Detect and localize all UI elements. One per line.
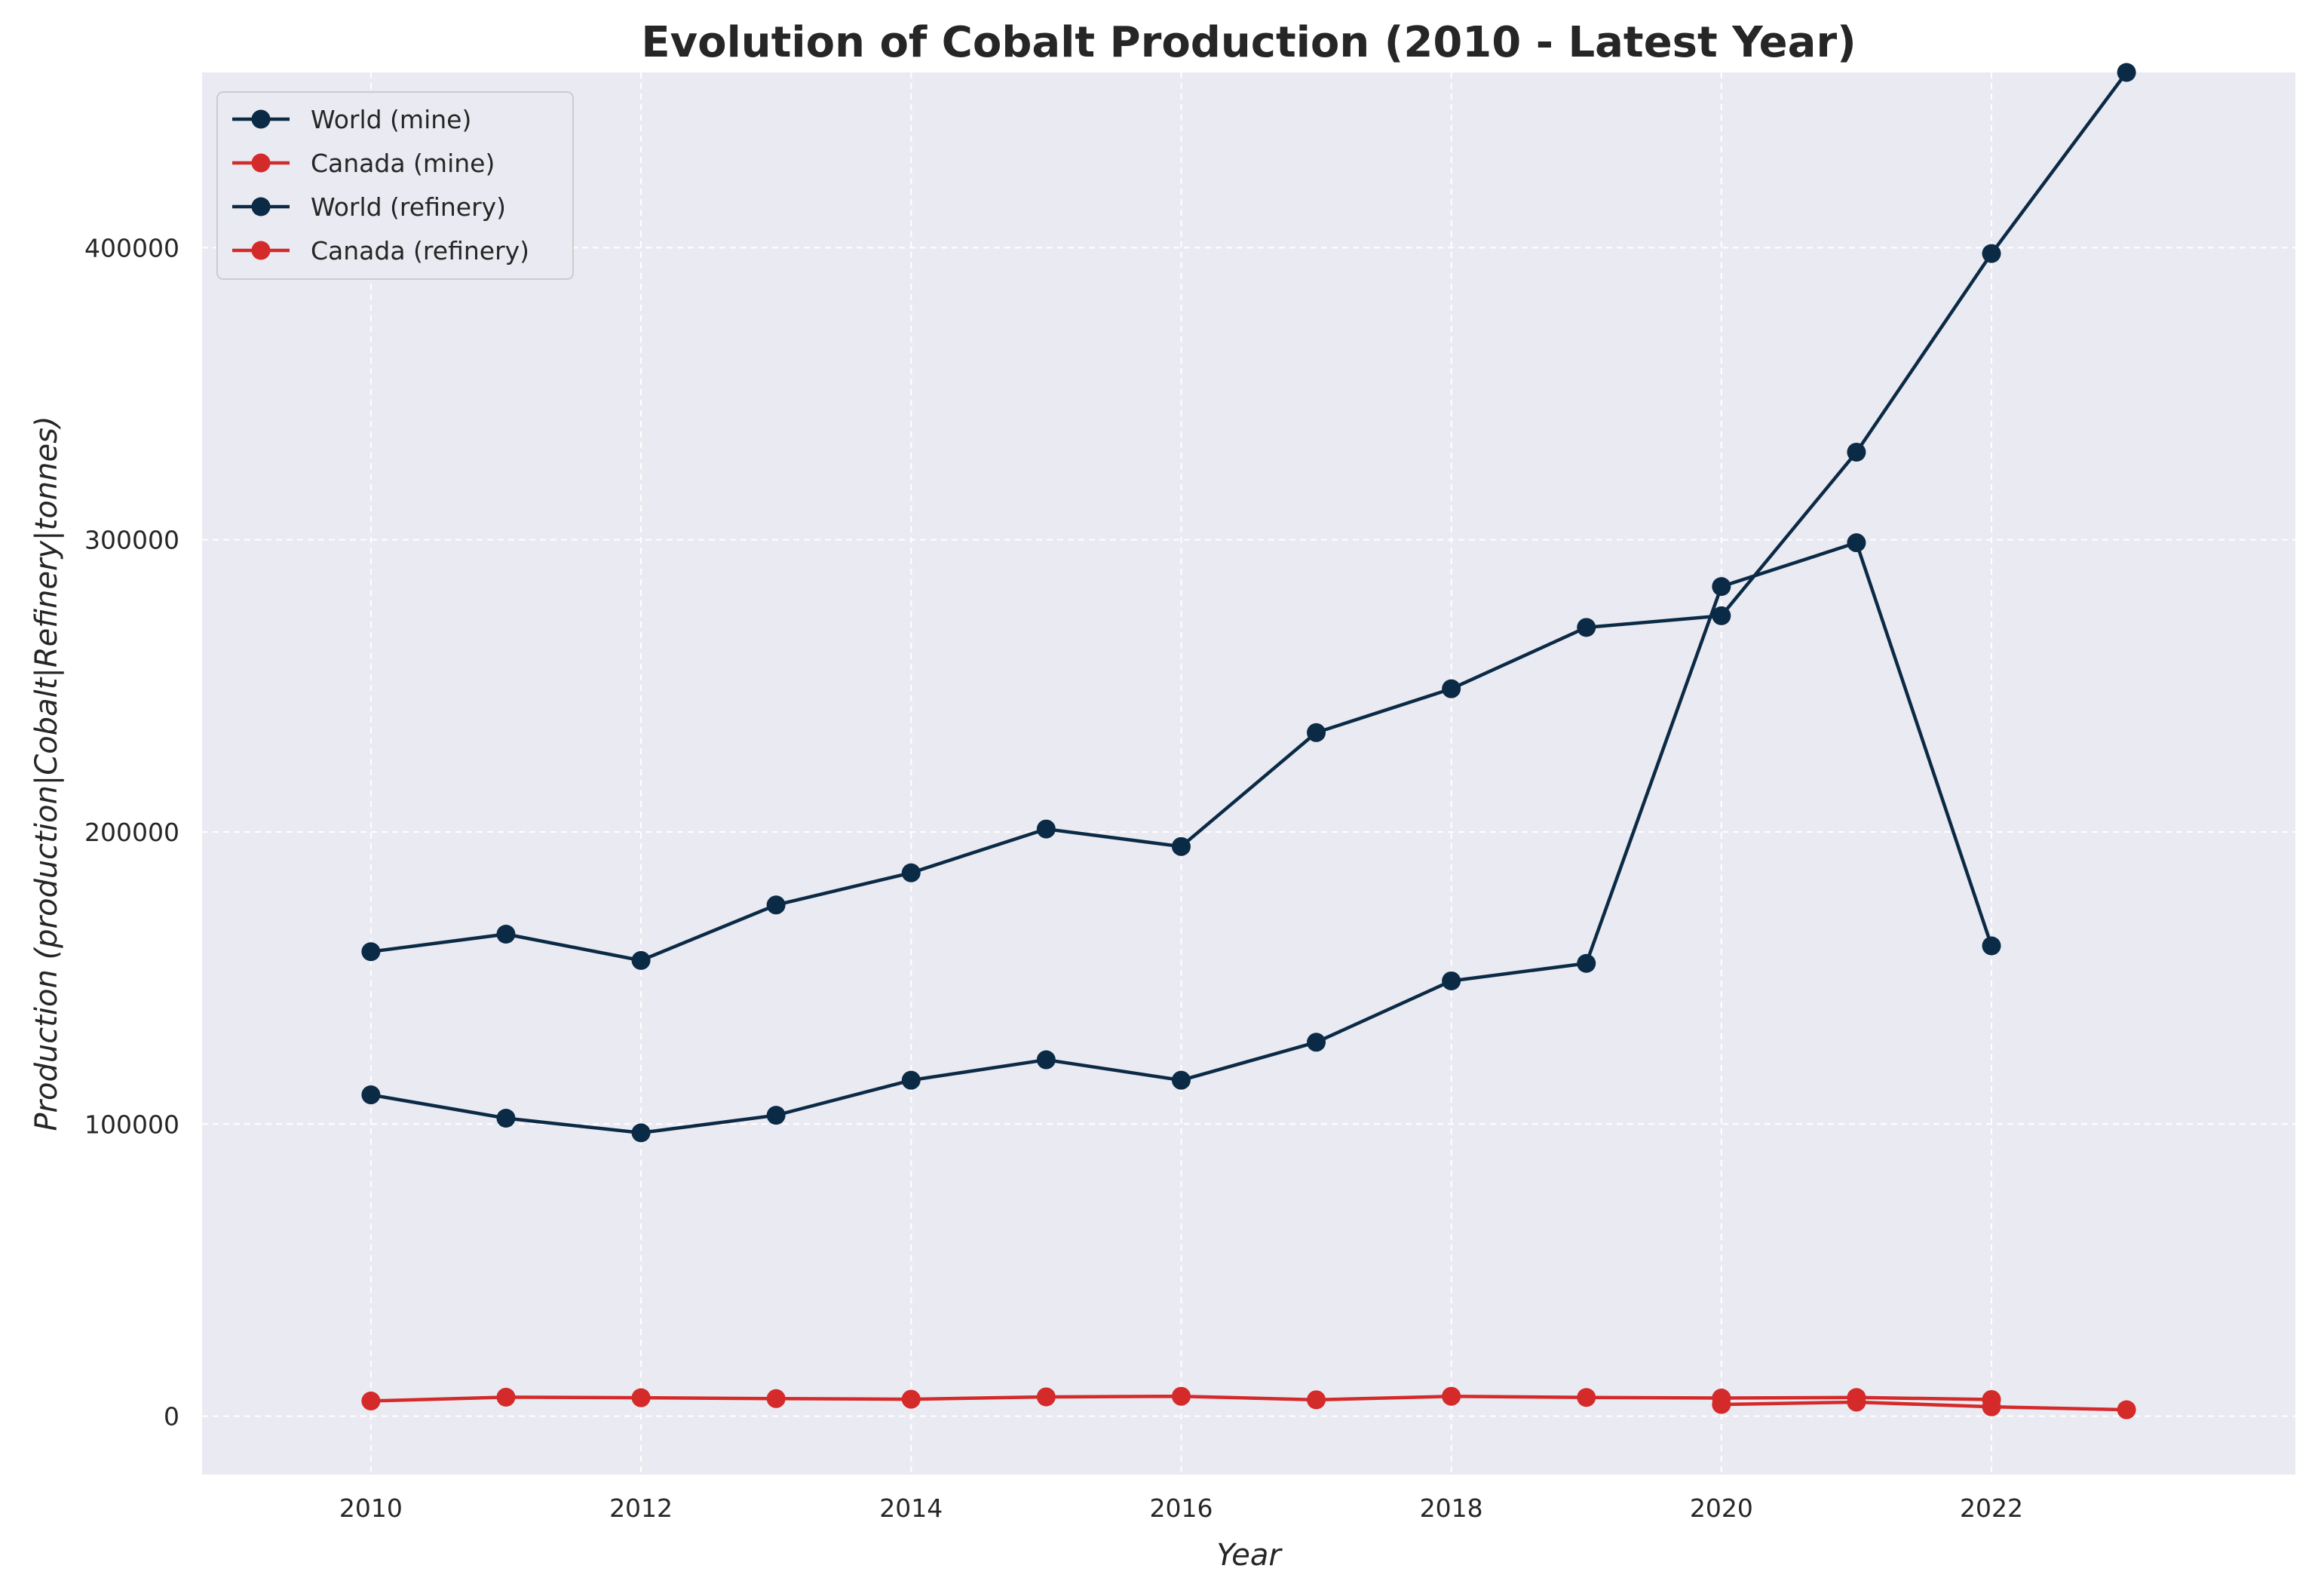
data-point bbox=[1712, 606, 1731, 625]
data-point bbox=[901, 1389, 921, 1409]
x-tick-label: 2012 bbox=[609, 1493, 673, 1523]
data-point bbox=[766, 895, 786, 915]
legend: World (mine) Canada (mine) World (refinery… bbox=[216, 91, 574, 280]
data-point bbox=[1307, 723, 1326, 742]
legend-label: World (mine) bbox=[311, 105, 471, 134]
y-tick-label: 200000 bbox=[84, 818, 179, 847]
x-tick-label: 2018 bbox=[1420, 1493, 1483, 1523]
x-axis-label: Year bbox=[1216, 1538, 1283, 1573]
data-point bbox=[1847, 442, 1866, 462]
series-layer bbox=[361, 63, 2136, 1420]
plot-area bbox=[202, 72, 2295, 1475]
y-axis-label: Production (production|Cobalt|Refinery|t… bbox=[29, 416, 64, 1131]
data-point bbox=[361, 942, 381, 962]
data-point bbox=[1577, 1388, 1596, 1407]
series-line bbox=[370, 71, 2128, 962]
data-point bbox=[1442, 971, 1461, 990]
data-point bbox=[496, 925, 516, 944]
data-point bbox=[1171, 836, 1191, 856]
series-4 bbox=[1712, 1392, 2136, 1420]
data-point bbox=[1982, 1397, 2001, 1417]
y-tick-label: 0 bbox=[164, 1402, 179, 1432]
data-point bbox=[1307, 1033, 1326, 1052]
x-tick-label: 2020 bbox=[1690, 1493, 1753, 1523]
y-tick-label: 300000 bbox=[84, 526, 179, 555]
data-point bbox=[1847, 533, 1866, 553]
x-tick-label: 2022 bbox=[1960, 1493, 2023, 1523]
legend-swatch-marker bbox=[251, 241, 271, 260]
data-point bbox=[901, 1070, 921, 1090]
x-axis-ticks: 2010 2012 2014 2016 2018 2020 2022 bbox=[339, 1493, 2023, 1523]
data-point bbox=[631, 950, 651, 970]
data-point bbox=[2117, 63, 2136, 82]
x-tick-label: 2010 bbox=[339, 1493, 403, 1523]
data-point bbox=[361, 1391, 381, 1410]
series-line bbox=[1721, 1400, 2127, 1412]
data-point bbox=[1577, 953, 1596, 973]
legend-label: Canada (mine) bbox=[311, 149, 495, 178]
series-1 bbox=[361, 533, 2001, 1143]
data-point bbox=[1036, 1387, 1056, 1407]
data-point bbox=[901, 863, 921, 882]
legend-item: Canada (mine) bbox=[232, 149, 495, 178]
data-point bbox=[1577, 618, 1596, 637]
data-point bbox=[1712, 577, 1731, 597]
y-tick-label: 100000 bbox=[84, 1110, 179, 1139]
x-tick-label: 2014 bbox=[879, 1493, 943, 1523]
data-point bbox=[1982, 936, 2001, 956]
data-point bbox=[1036, 819, 1056, 839]
data-point bbox=[631, 1388, 651, 1407]
y-tick-label: 400000 bbox=[84, 233, 179, 262]
legend-label: World (refinery) bbox=[311, 192, 506, 222]
chart-title: Evolution of Cobalt Production (2010 - L… bbox=[641, 18, 1856, 67]
legend-swatch-marker bbox=[251, 109, 271, 129]
data-point bbox=[766, 1106, 786, 1125]
legend-item: World (refinery) bbox=[232, 192, 506, 222]
legend-item: Canada (refinery) bbox=[232, 236, 529, 266]
data-point bbox=[496, 1387, 516, 1407]
data-point bbox=[1982, 244, 2001, 263]
data-point bbox=[1442, 679, 1461, 698]
legend-swatch-marker bbox=[251, 197, 271, 216]
data-point bbox=[1171, 1070, 1191, 1090]
data-point bbox=[1307, 1390, 1326, 1410]
series-3 bbox=[361, 63, 2136, 970]
data-point bbox=[2117, 1400, 2136, 1420]
data-point bbox=[1442, 1386, 1461, 1406]
data-point bbox=[766, 1389, 786, 1408]
legend-label: Canada (refinery) bbox=[311, 236, 529, 266]
data-point bbox=[1847, 1392, 1866, 1412]
data-point bbox=[361, 1085, 381, 1105]
data-point bbox=[496, 1109, 516, 1128]
legend-swatch-marker bbox=[251, 153, 271, 173]
data-point bbox=[1171, 1386, 1191, 1406]
x-tick-label: 2016 bbox=[1149, 1493, 1213, 1523]
data-point bbox=[1036, 1050, 1056, 1070]
data-point bbox=[631, 1123, 651, 1143]
data-point bbox=[1712, 1395, 1731, 1414]
legend-item: World (mine) bbox=[232, 105, 471, 134]
y-axis-ticks: 0 100000 200000 300000 400000 bbox=[84, 233, 179, 1431]
grid bbox=[202, 72, 2295, 1475]
legend-frame bbox=[216, 91, 574, 280]
